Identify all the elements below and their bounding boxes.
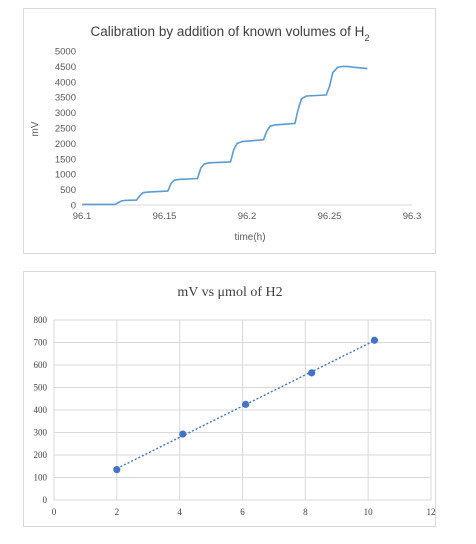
y-tick-label: 4000 [55,77,76,88]
x-tick-label: 96.3 [403,211,422,222]
y-tick-label: 400 [34,405,48,415]
y-tick-label: 3000 [55,108,76,119]
y-tick-label: 5000 [55,47,76,58]
x-tick-label: 96.25 [318,211,342,222]
y-tick-label: 200 [34,450,48,460]
y-tick-label: 1000 [55,170,76,181]
data-point [179,430,187,438]
y-axis-label: mV [30,121,41,136]
y-tick-label: 3500 [55,93,76,104]
data-point [308,369,316,377]
y-tick-label: 0 [43,495,48,505]
chart-title: mV vs μmol of H2 [177,285,282,300]
series-line [82,65,368,206]
x-tick-label: 6 [240,507,245,517]
x-tick-label: 2 [115,507,120,517]
chart-title: Calibration by addition of known volumes… [91,24,370,43]
x-tick-label: 96.1 [73,211,92,222]
y-tick-label: 1500 [55,154,76,165]
y-tick-label: 0 [71,201,76,212]
y-tick-label: 100 [34,473,48,483]
y-tick-label: 600 [34,360,48,370]
x-tick-label: 96.15 [153,211,177,222]
y-tick-label: 2000 [55,139,76,150]
y-tick-label: 2500 [55,124,76,135]
y-tick-label: 4500 [55,62,76,73]
x-tick-label: 4 [177,507,182,517]
calibration-chart-panel: Calibration by addition of known volumes… [23,8,436,254]
x-axis-label: time(h) [234,232,265,243]
x-tick-label: 96.2 [238,211,257,222]
y-tick-label: 700 [34,338,48,348]
x-tick-label: 8 [303,507,308,517]
x-tick-label: 0 [52,507,57,517]
x-tick-label: 10 [364,507,374,517]
mv-vs-umol-chart-panel: mV vs μmol of H2 0 100 200 300 400 500 600 700 8… [23,271,436,527]
data-point [370,336,379,344]
y-tick-label: 500 [60,185,76,196]
data-point [242,400,250,408]
y-tick-label: 300 [34,428,48,438]
calibration-chart: Calibration by addition of known volumes… [30,24,422,243]
data-point [113,466,121,474]
y-tick-label: 500 [34,383,48,393]
y-tick-label: 800 [34,315,48,325]
mv-vs-umol-chart: mV vs μmol of H2 01002003004005006007008… [34,285,436,517]
x-tick-label: 12 [427,507,436,517]
